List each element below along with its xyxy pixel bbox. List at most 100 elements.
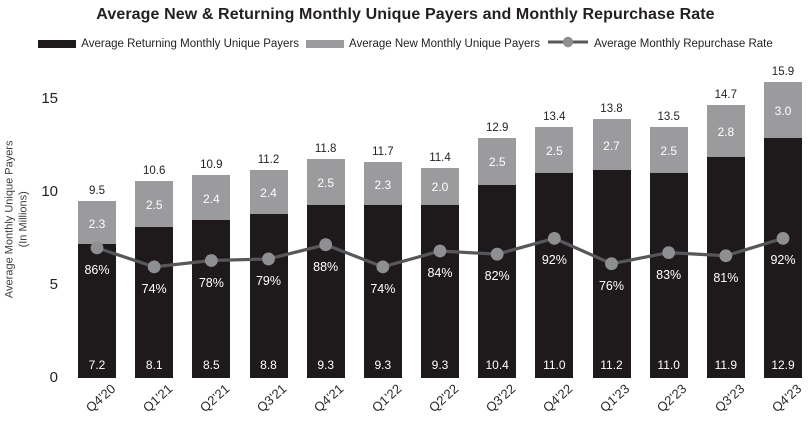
new-value-label: 2.5 (145, 198, 163, 213)
bar-column: 11.2 2.4 8.8 79% Q3'21 (249, 60, 290, 415)
returning-bar-segment (592, 169, 631, 378)
new-value-label: 2.4 (260, 186, 277, 200)
rate-value-label: 78% (198, 275, 224, 290)
returning-bar-segment (478, 184, 517, 378)
bar-column: 10.6 2.5 8.1 74% Q1'21 (135, 60, 175, 415)
x-tick-label: Q4'20 (82, 381, 119, 416)
x-tick-label: Q2'23 (654, 381, 690, 416)
bar-column: 10.9 2.4 8.5 78% Q2'21 (192, 60, 232, 415)
x-tick-label: Q2'22 (425, 381, 462, 416)
rate-value-label: 76% (598, 278, 625, 293)
bar-column: 13.5 2.5 11.0 83% Q2'23 (649, 60, 690, 415)
new-value-label: 2.5 (488, 155, 506, 170)
returning-bar-segment (535, 173, 574, 378)
new-bar-swatch-icon (306, 39, 345, 48)
rate-value-label: 79% (255, 273, 282, 288)
legend: Average Returning Monthly Unique Payers … (0, 36, 811, 51)
total-value-label: 11.4 (429, 151, 451, 164)
legend-label-rate: Average Monthly Repurchase Rate (593, 37, 773, 50)
rate-value-label: 92% (541, 253, 567, 268)
returning-bar-segment (649, 173, 688, 378)
y-axis-title-line1: Average Monthly Unique Payers (3, 140, 16, 298)
plot-area: 9.5 2.3 7.2 86% Q4'20 10.6 2.5 8.1 74% Q1'21 10.9 2… (78, 60, 804, 415)
x-tick-label: Q2'21 (196, 381, 233, 416)
bar-column: 9.5 2.3 7.2 86% Q4'20 (78, 60, 118, 415)
total-value-label: 11.2 (257, 153, 280, 166)
legend-label-returning: Average Returning Monthly Unique Payers (81, 37, 300, 50)
returning-value-label: 11.0 (657, 358, 680, 372)
total-value-label: 10.6 (142, 164, 166, 177)
returning-bar-swatch-icon (38, 39, 77, 48)
returning-bar-segment (706, 156, 745, 378)
bar-column: 13.8 2.7 11.2 76% Q1'23 (592, 60, 633, 415)
x-tick-label: Q4'21 (311, 381, 347, 416)
returning-bar-segment (363, 205, 402, 378)
legend-item-returning: Average Returning Monthly Unique Payers (38, 38, 299, 50)
new-bar-segment (706, 104, 745, 157)
x-tick-label: Q3'23 (711, 381, 747, 416)
y-tick-label: 15 (41, 90, 58, 107)
rate-value-label: 74% (141, 281, 167, 296)
returning-value-label: 11.9 (714, 358, 738, 372)
x-tick-label: Q4'22 (539, 381, 576, 416)
total-value-label: 13.4 (543, 110, 566, 123)
returning-value-label: 8.8 (260, 358, 277, 372)
x-tick-label: Q1'23 (597, 381, 633, 416)
rate-value-label: 82% (484, 269, 510, 284)
new-bar-segment (192, 175, 231, 220)
new-value-label: 2.5 (317, 175, 334, 190)
returning-value-label: 10.4 (485, 358, 509, 372)
rate-line-swatch-dot (562, 36, 574, 48)
bar-column: 11.8 2.5 9.3 88% Q4'21 (306, 60, 347, 415)
new-value-label: 2.7 (603, 138, 620, 153)
x-tick-label: Q3'22 (482, 381, 519, 416)
bar-column: 15.9 3.0 12.9 92% Q4'23 (764, 60, 804, 415)
returning-bar-segment (306, 205, 345, 378)
returning-value-label: 9.3 (374, 358, 392, 372)
returning-bar-segment (192, 219, 231, 378)
x-tick-label: Q3'21 (254, 381, 290, 416)
rate-value-label: 81% (713, 270, 739, 285)
y-tick-label: 5 (49, 276, 58, 293)
returning-bar-segment (421, 205, 459, 378)
returning-bar-segment (135, 227, 174, 378)
total-value-label: 13.8 (600, 103, 623, 116)
y-axis-ticks: 0 5 10 15 (26, 60, 60, 386)
rate-value-label: 86% (84, 262, 110, 277)
rate-value-label: 84% (427, 266, 453, 281)
rate-value-label: 88% (313, 259, 339, 274)
new-bar-segment (306, 158, 345, 206)
x-tick-label: Q1'21 (139, 381, 176, 416)
x-tick-label: Q4'23 (768, 381, 805, 416)
total-value-label: 15.9 (771, 66, 795, 79)
returning-value-label: 11.2 (600, 358, 623, 372)
returning-value-label: 11.0 (543, 358, 566, 372)
returning-value-label: 12.9 (771, 358, 795, 372)
new-bar-segment (421, 167, 459, 206)
total-value-label: 13.5 (657, 110, 680, 123)
new-value-label: 2.0 (431, 180, 449, 195)
x-tick-label: Q1'22 (368, 381, 404, 416)
total-value-label: 9.5 (89, 185, 105, 198)
new-value-label: 2.3 (88, 216, 106, 231)
bar-column: 11.7 2.3 9.3 74% Q1'22 (363, 60, 404, 415)
bar-column: 12.9 2.5 10.4 82% Q3'22 (478, 60, 518, 415)
rate-value-label: 92% (770, 253, 796, 268)
legend-label-new: Average New Monthly Unique Payers (349, 37, 540, 50)
new-bar-segment (592, 119, 631, 170)
returning-value-label: 8.5 (202, 358, 220, 372)
bar-column: 11.4 2.0 9.3 84% Q2'22 (421, 60, 461, 415)
returning-value-label: 8.1 (145, 358, 163, 372)
returning-value-label: 9.3 (431, 358, 449, 372)
new-bar-segment (249, 169, 288, 215)
y-tick-label: 0 (49, 369, 58, 386)
new-value-label: 2.4 (202, 191, 220, 206)
legend-item-new: Average New Monthly Unique Payers (306, 38, 540, 50)
new-value-label: 2.5 (545, 144, 563, 159)
rate-value-label: 83% (656, 267, 682, 282)
new-value-label: 2.5 (660, 144, 677, 159)
total-value-label: 11.8 (314, 142, 337, 155)
new-value-label: 2.8 (717, 124, 735, 139)
legend-item-rate: Average Monthly Repurchase Rate (547, 36, 773, 51)
